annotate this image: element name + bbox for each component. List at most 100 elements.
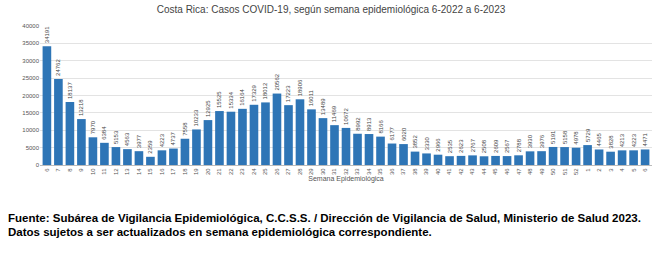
svg-text:7: 7 <box>55 168 61 172</box>
svg-text:45: 45 <box>493 168 499 175</box>
svg-text:5729: 5729 <box>585 128 591 142</box>
svg-text:8: 8 <box>67 168 73 172</box>
svg-text:2: 2 <box>596 168 602 172</box>
svg-text:26: 26 <box>274 168 280 175</box>
svg-text:6: 6 <box>44 168 50 172</box>
svg-text:4213: 4213 <box>619 133 625 147</box>
svg-text:35000: 35000 <box>22 40 39 46</box>
svg-text:Costa Rica: Casos COVID-19, se: Costa Rica: Casos COVID-19, según semana… <box>157 4 506 15</box>
svg-text:1: 1 <box>585 168 591 172</box>
svg-text:18: 18 <box>182 168 188 175</box>
svg-text:12: 12 <box>113 168 119 175</box>
svg-text:37: 37 <box>400 168 406 175</box>
svg-text:18137: 18137 <box>67 82 73 99</box>
svg-text:13489: 13489 <box>320 98 326 115</box>
svg-text:34191: 34191 <box>44 26 50 43</box>
svg-text:36: 36 <box>389 168 395 175</box>
svg-text:10672: 10672 <box>343 108 349 125</box>
svg-text:51: 51 <box>562 168 568 175</box>
svg-text:30000: 30000 <box>22 58 39 64</box>
svg-text:52: 52 <box>573 168 579 175</box>
svg-text:48: 48 <box>527 168 533 175</box>
svg-text:3930: 3930 <box>527 134 533 148</box>
svg-text:40: 40 <box>435 168 441 175</box>
svg-text:5191: 5191 <box>550 130 556 144</box>
svg-text:2508: 2508 <box>481 139 487 153</box>
svg-text:4471: 4471 <box>642 132 648 146</box>
svg-text:30: 30 <box>320 168 326 175</box>
svg-text:46: 46 <box>504 168 510 175</box>
svg-text:3977: 3977 <box>136 134 142 148</box>
svg-text:3852: 3852 <box>412 135 418 149</box>
svg-text:4: 4 <box>619 168 625 172</box>
svg-text:8992: 8992 <box>355 117 361 131</box>
svg-text:3: 3 <box>608 168 614 172</box>
svg-text:50: 50 <box>550 168 556 175</box>
svg-text:31: 31 <box>331 168 337 175</box>
svg-text:38: 38 <box>412 168 418 175</box>
svg-text:16011: 16011 <box>308 89 314 106</box>
svg-text:17: 17 <box>170 168 176 175</box>
svg-text:8166: 8166 <box>378 120 384 134</box>
svg-text:19: 19 <box>193 168 199 175</box>
svg-text:25000: 25000 <box>22 75 39 81</box>
svg-text:16164: 16164 <box>239 88 245 105</box>
svg-text:15000: 15000 <box>22 110 39 116</box>
svg-text:42: 42 <box>458 168 464 175</box>
svg-text:11: 11 <box>101 168 107 175</box>
svg-text:3976: 3976 <box>539 134 545 148</box>
svg-text:8913: 8913 <box>366 117 372 131</box>
svg-text:4223: 4223 <box>631 133 637 147</box>
svg-text:25: 25 <box>262 168 268 175</box>
svg-text:22: 22 <box>228 168 234 175</box>
svg-text:15: 15 <box>147 168 153 175</box>
svg-text:16: 16 <box>159 168 165 175</box>
svg-text:14: 14 <box>136 168 142 175</box>
svg-text:43: 43 <box>469 168 475 175</box>
svg-text:15525: 15525 <box>216 91 222 108</box>
svg-text:44: 44 <box>481 168 487 175</box>
svg-text:33: 33 <box>354 168 360 175</box>
svg-text:4737: 4737 <box>170 132 176 146</box>
svg-text:40000: 40000 <box>22 23 39 29</box>
svg-text:29: 29 <box>308 168 314 175</box>
svg-text:39: 39 <box>423 168 429 175</box>
svg-text:3330: 3330 <box>424 136 430 150</box>
svg-text:24762: 24762 <box>55 59 61 76</box>
svg-text:5158: 5158 <box>562 130 568 144</box>
svg-text:3828: 3828 <box>608 135 614 149</box>
svg-text:10233: 10233 <box>193 109 199 126</box>
svg-text:23: 23 <box>239 168 245 175</box>
svg-text:18012: 18012 <box>262 82 268 99</box>
svg-text:11469: 11469 <box>331 105 337 122</box>
svg-text:17223: 17223 <box>285 85 291 102</box>
svg-text:21: 21 <box>216 168 222 175</box>
svg-text:2535: 2535 <box>447 139 453 153</box>
svg-text:5000: 5000 <box>26 145 40 151</box>
svg-text:47: 47 <box>516 168 522 175</box>
svg-text:20000: 20000 <box>22 93 39 99</box>
svg-text:35: 35 <box>377 168 383 175</box>
svg-text:0: 0 <box>36 162 40 168</box>
svg-text:32: 32 <box>343 168 349 175</box>
svg-text:2359: 2359 <box>147 140 153 154</box>
svg-text:5153: 5153 <box>113 130 119 144</box>
svg-text:20: 20 <box>205 168 211 175</box>
svg-text:15334: 15334 <box>228 91 234 108</box>
svg-text:10: 10 <box>90 168 96 175</box>
svg-text:34: 34 <box>366 168 372 175</box>
svg-text:13218: 13218 <box>78 99 84 116</box>
svg-text:7558: 7558 <box>182 122 188 136</box>
svg-text:24: 24 <box>251 168 257 175</box>
svg-text:4465: 4465 <box>596 132 602 146</box>
svg-text:2567: 2567 <box>504 139 510 153</box>
svg-text:10000: 10000 <box>22 127 39 133</box>
svg-text:6177: 6177 <box>389 127 395 141</box>
svg-text:5: 5 <box>631 168 637 172</box>
svg-text:2767: 2767 <box>470 138 476 152</box>
svg-text:20562: 20562 <box>274 73 280 90</box>
svg-text:Semana Epidemiológica: Semana Epidemiológica <box>308 175 384 183</box>
svg-text:4223: 4223 <box>159 133 165 147</box>
svg-text:17329: 17329 <box>251 84 257 101</box>
svg-text:6: 6 <box>642 168 648 172</box>
